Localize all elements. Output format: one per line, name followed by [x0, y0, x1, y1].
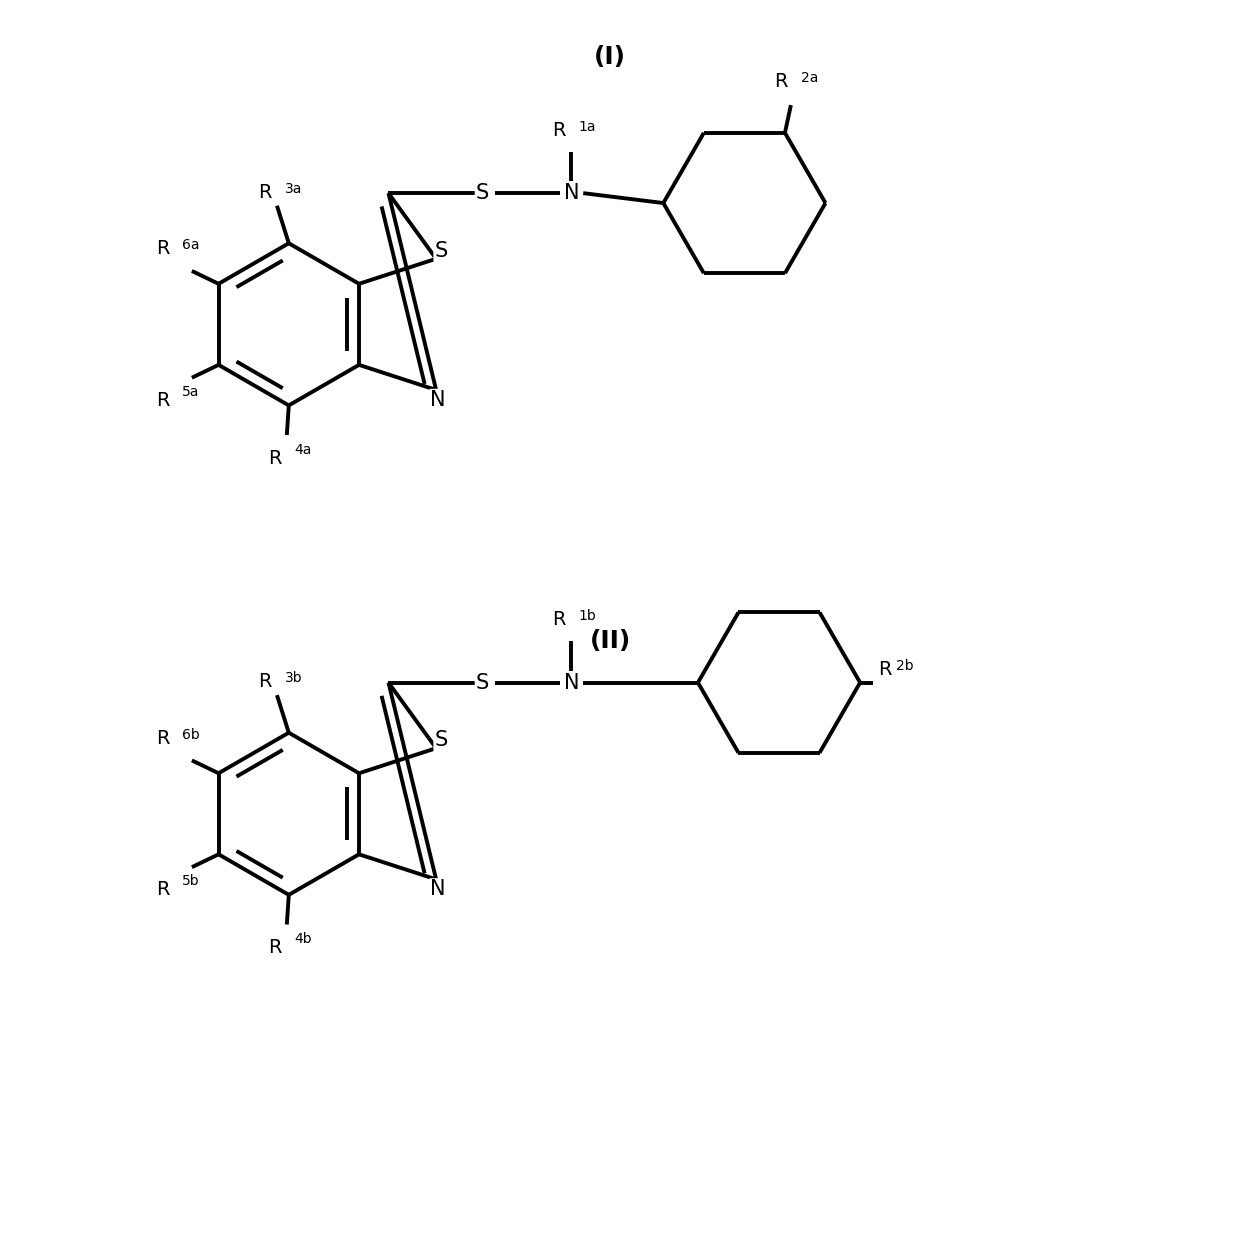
Text: N: N [564, 183, 579, 203]
Text: 4b: 4b [295, 932, 312, 947]
Text: 4a: 4a [295, 442, 312, 457]
Text: N: N [564, 672, 579, 692]
Text: 2a: 2a [801, 72, 818, 85]
Text: 1a: 1a [579, 120, 596, 133]
Text: 3b: 3b [285, 671, 303, 685]
Text: S: S [435, 730, 448, 750]
Text: 6a: 6a [182, 239, 199, 252]
Text: S: S [476, 672, 489, 692]
Text: N: N [431, 389, 446, 410]
Text: R: R [156, 239, 169, 258]
Text: N: N [431, 879, 446, 900]
Text: R: R [259, 672, 271, 691]
Text: R: R [774, 72, 788, 91]
Text: (I): (I) [594, 46, 626, 69]
Text: S: S [476, 183, 489, 203]
Text: (II): (II) [590, 629, 631, 653]
Text: 5a: 5a [182, 384, 199, 399]
Text: R: R [269, 449, 281, 468]
Text: R: R [156, 880, 169, 899]
Text: R: R [156, 391, 169, 409]
Text: 1b: 1b [579, 609, 596, 623]
Text: 3a: 3a [285, 182, 303, 195]
Text: R: R [552, 121, 565, 140]
Text: R: R [259, 183, 271, 201]
Text: 5b: 5b [182, 874, 199, 889]
Text: R: R [156, 728, 169, 748]
Text: S: S [435, 241, 448, 261]
Text: R: R [552, 611, 565, 629]
Text: R: R [878, 660, 891, 679]
Text: 2b: 2b [895, 659, 914, 672]
Text: R: R [269, 938, 281, 958]
Text: 6b: 6b [182, 728, 199, 742]
